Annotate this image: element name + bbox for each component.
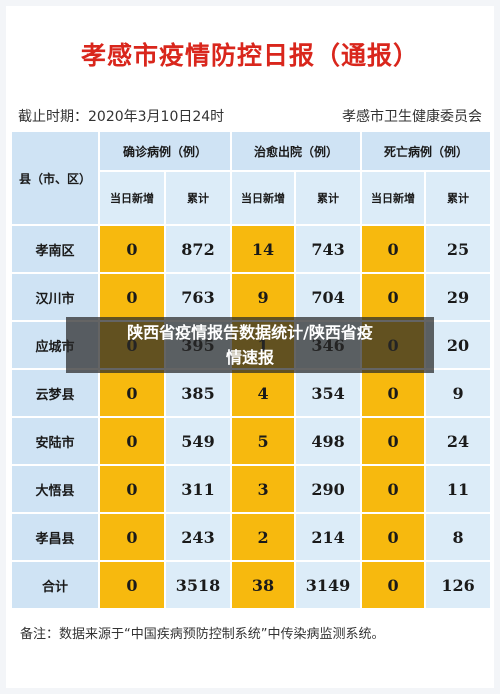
confirmed-total-cell: 549 [163, 416, 233, 466]
recovered-new-cell: 2 [230, 512, 297, 562]
confirmed-total-cell: 872 [163, 224, 233, 274]
caption-line-2: 情速报 [225, 348, 274, 367]
deaths-new-cell: 0 [360, 464, 427, 514]
table-row: 云梦县 0 385 4 354 0 9 [10, 368, 493, 418]
deaths-total-cell: 20 [424, 320, 493, 370]
confirmed-total-cell: 3518 [163, 560, 233, 610]
recovered-new-cell: 9 [230, 272, 297, 322]
recovered-total-cell: 354 [294, 368, 363, 418]
subheader-new: 当日新增 [360, 170, 427, 226]
confirmed-new-cell: 0 [98, 512, 166, 562]
deaths-new-cell: 0 [360, 368, 427, 418]
confirmed-new-cell: 0 [98, 464, 166, 514]
subheader-new: 当日新增 [98, 170, 166, 226]
recovered-total-cell: 743 [294, 224, 363, 274]
deaths-new-cell: 0 [360, 416, 427, 466]
county-name: 孝昌县 [10, 512, 100, 562]
confirmed-new-cell: 0 [98, 560, 166, 610]
caption-line-1: 陕西省疫情报告数据统计/陕西省疫 [127, 323, 373, 342]
recovered-new-cell: 14 [230, 224, 297, 274]
header-recovered: 治愈出院（例） [230, 130, 363, 172]
table-row: 安陆市 0 549 5 498 0 24 [10, 416, 493, 466]
confirmed-new-cell: 0 [98, 272, 166, 322]
county-name: 汉川市 [10, 272, 100, 322]
recovered-new-cell: 38 [230, 560, 297, 610]
deaths-new-cell: 0 [360, 272, 427, 322]
county-name: 大悟县 [10, 464, 100, 514]
report-title: 孝感市疫情防控日报（通报） [80, 41, 419, 70]
recovered-total-cell: 214 [294, 512, 363, 562]
county-name: 安陆市 [10, 416, 100, 466]
table-row: 大悟县 0 311 3 290 0 11 [10, 464, 493, 514]
cutoff-time: 截止时期：2020年3月10日24时 [18, 109, 225, 125]
table-row: 合计 0 3518 38 3149 0 126 [10, 560, 493, 610]
deaths-total-cell: 29 [424, 272, 493, 322]
footer-note: 备注：数据来源于“中国疾病预防控制系统”中传染病监测系统。 [20, 627, 385, 642]
recovered-total-cell: 3149 [294, 560, 363, 610]
table-row: 孝昌县 0 243 2 214 0 8 [10, 512, 493, 562]
recovered-total-cell: 704 [294, 272, 363, 322]
confirmed-total-cell: 311 [163, 464, 233, 514]
confirmed-total-cell: 763 [163, 272, 233, 322]
county-name: 云梦县 [10, 368, 100, 418]
header-confirmed: 确诊病例（例） [97, 130, 233, 172]
confirmed-total-cell: 243 [163, 512, 233, 562]
recovered-new-cell: 3 [230, 464, 297, 514]
confirmed-new-cell: 0 [98, 224, 166, 274]
confirmed-total-cell: 385 [163, 368, 233, 418]
recovered-total-cell: 498 [294, 416, 363, 466]
deaths-total-cell: 24 [424, 416, 493, 466]
county-name: 合计 [10, 560, 100, 610]
issuer: 孝感市卫生健康委员会 [342, 109, 482, 125]
recovered-total-cell: 290 [294, 464, 363, 514]
table-row: 汉川市 0 763 9 704 0 29 [10, 272, 493, 322]
county-name: 孝南区 [10, 224, 100, 274]
deaths-total-cell: 25 [424, 224, 493, 274]
recovered-new-cell: 4 [230, 368, 297, 418]
deaths-new-cell: 0 [360, 224, 427, 274]
deaths-total-cell: 126 [424, 560, 493, 610]
caption-overlay: 陕西省疫情报告数据统计/陕西省疫 情速报 [66, 317, 434, 373]
deaths-total-cell: 11 [424, 464, 493, 514]
header-deaths: 死亡病例（例） [360, 130, 493, 172]
recovered-new-cell: 5 [230, 416, 297, 466]
confirmed-new-cell: 0 [98, 368, 166, 418]
table-row: 孝南区 0 872 14 743 0 25 [10, 224, 493, 274]
subheader-total: 累计 [424, 170, 493, 226]
confirmed-new-cell: 0 [98, 416, 166, 466]
subheader-total: 累计 [294, 170, 363, 226]
header-county: 县（市、区） [10, 130, 100, 226]
deaths-total-cell: 9 [424, 368, 493, 418]
deaths-total-cell: 8 [424, 512, 493, 562]
subheader-total: 累计 [163, 170, 233, 226]
deaths-new-cell: 0 [360, 560, 427, 610]
deaths-new-cell: 0 [360, 512, 427, 562]
subheader-new: 当日新增 [230, 170, 297, 226]
